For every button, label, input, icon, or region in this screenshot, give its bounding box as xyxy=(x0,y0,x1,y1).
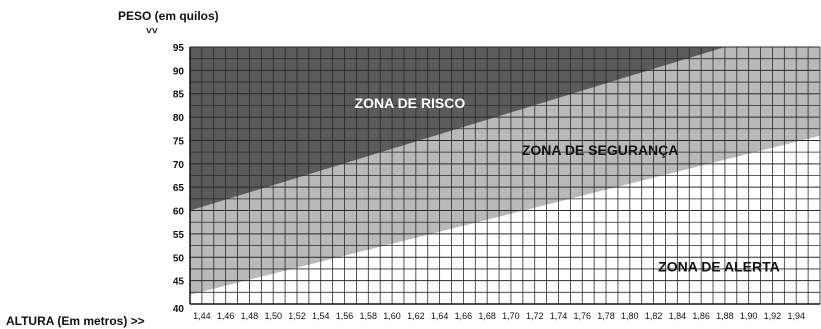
y-tick-label: 40 xyxy=(173,304,185,315)
x-tick-label: 1,82 xyxy=(645,311,663,321)
x-tick-label: 1,80 xyxy=(621,311,639,321)
y-tick-label: 60 xyxy=(173,207,185,218)
x-tick-label: 1,62 xyxy=(407,311,425,321)
x-tick-label: 1,74 xyxy=(550,311,568,321)
x-tick-label: 1,50 xyxy=(264,311,282,321)
x-tick-label: 1,54 xyxy=(312,311,330,321)
x-tick-label: 1,78 xyxy=(597,311,615,321)
y-tick-label: 95 xyxy=(173,43,185,54)
y-tick-label: 50 xyxy=(173,253,185,264)
zone-label: ZONA DE RISCO xyxy=(355,95,466,111)
y-tick-label: 85 xyxy=(173,90,185,101)
x-tick-label: 1,66 xyxy=(455,311,473,321)
x-tick-label: 1,56 xyxy=(336,311,354,321)
zone-label: ZONA DE ALERTA xyxy=(658,259,780,275)
y-axis-arrows: ˅˅ xyxy=(146,26,158,37)
x-tick-label: 1,88 xyxy=(716,311,734,321)
zone-label: ZONA DE SEGURANÇA xyxy=(522,142,679,158)
y-tick-label: 90 xyxy=(173,66,185,77)
zone-risco-area xyxy=(190,47,725,211)
x-tick-label: 1,84 xyxy=(669,311,687,321)
x-tick-label: 1,46 xyxy=(217,311,235,321)
x-tick-label: 1,72 xyxy=(526,311,544,321)
x-tick-label: 1,64 xyxy=(431,311,449,321)
x-tick-label: 1,60 xyxy=(383,311,401,321)
x-tick-label: 1,52 xyxy=(288,311,306,321)
y-tick-label: 45 xyxy=(173,277,185,288)
y-tick-label: 65 xyxy=(173,183,185,194)
y-tick-label: 75 xyxy=(173,136,185,147)
x-axis-title: ALTURA (Em metros) >> xyxy=(6,314,145,328)
grid-layer xyxy=(189,46,821,305)
x-tick-label: 1,94 xyxy=(787,311,805,321)
y-ticks: 40 45 50 55 60 65 70 75 80 85 90 95 xyxy=(173,43,185,315)
y-tick-label: 80 xyxy=(173,113,185,124)
x-tick-label: 1,48 xyxy=(241,311,259,321)
x-tick-label: 1,70 xyxy=(502,311,520,321)
x-tick-label: 1,44 xyxy=(193,311,211,321)
x-tick-label: 1,68 xyxy=(478,311,496,321)
y-tick-label: 70 xyxy=(173,160,185,171)
x-tick-label: 1,76 xyxy=(573,311,591,321)
y-axis-title: PESO (em quilos) xyxy=(118,9,219,23)
x-ticks: 1,44 1,46 1,48 1,50 1,52 1,54 1,56 1,58 1,60 1,62… xyxy=(193,311,805,321)
x-tick-label: 1,90 xyxy=(740,311,758,321)
x-tick-label: 1,92 xyxy=(764,311,782,321)
x-tick-label: 1,58 xyxy=(360,311,378,321)
x-tick-label: 1,86 xyxy=(692,311,710,321)
y-tick-label: 55 xyxy=(173,230,185,241)
zone-labels: ZONA DE RISCO ZONA DE SEGURANÇA ZONA DE AL… xyxy=(355,95,780,275)
